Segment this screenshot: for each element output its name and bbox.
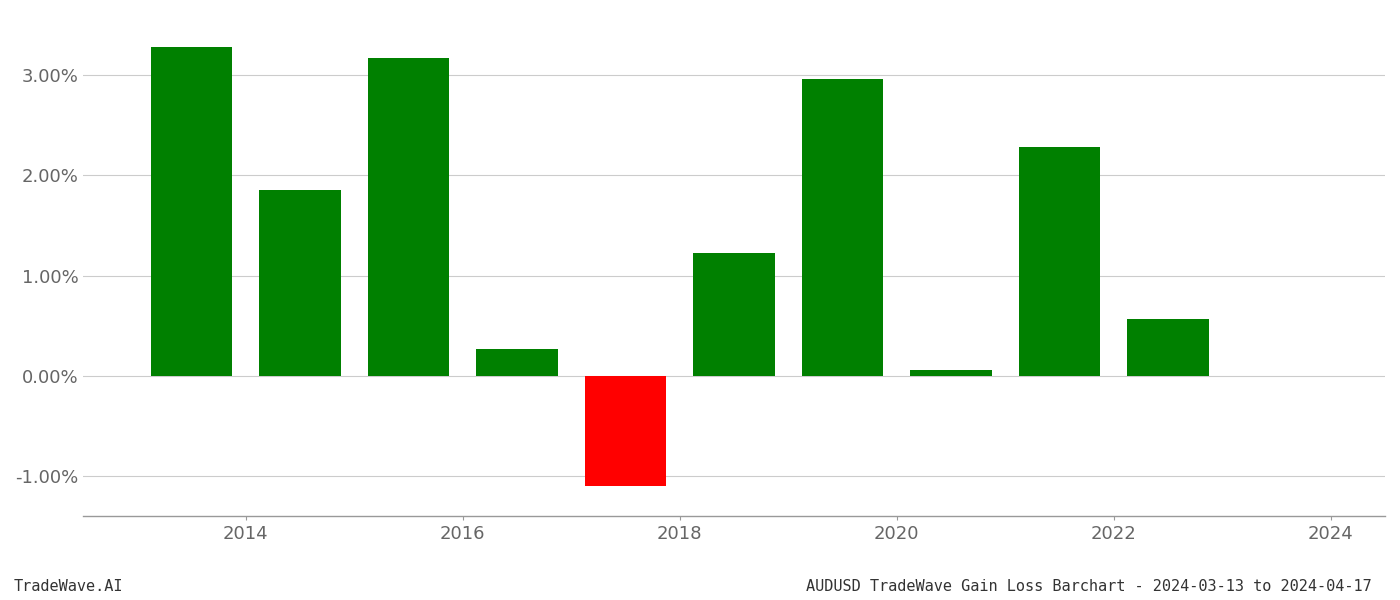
Bar bbox=[151, 47, 232, 376]
Text: TradeWave.AI: TradeWave.AI bbox=[14, 579, 123, 594]
Bar bbox=[802, 79, 883, 376]
Bar bbox=[1127, 319, 1208, 376]
Bar bbox=[476, 349, 557, 376]
Bar bbox=[368, 58, 449, 376]
Bar bbox=[585, 376, 666, 486]
Bar bbox=[910, 370, 991, 376]
Text: AUDUSD TradeWave Gain Loss Barchart - 2024-03-13 to 2024-04-17: AUDUSD TradeWave Gain Loss Barchart - 20… bbox=[806, 579, 1372, 594]
Bar bbox=[259, 190, 340, 376]
Bar bbox=[693, 253, 774, 376]
Bar bbox=[1019, 147, 1100, 376]
